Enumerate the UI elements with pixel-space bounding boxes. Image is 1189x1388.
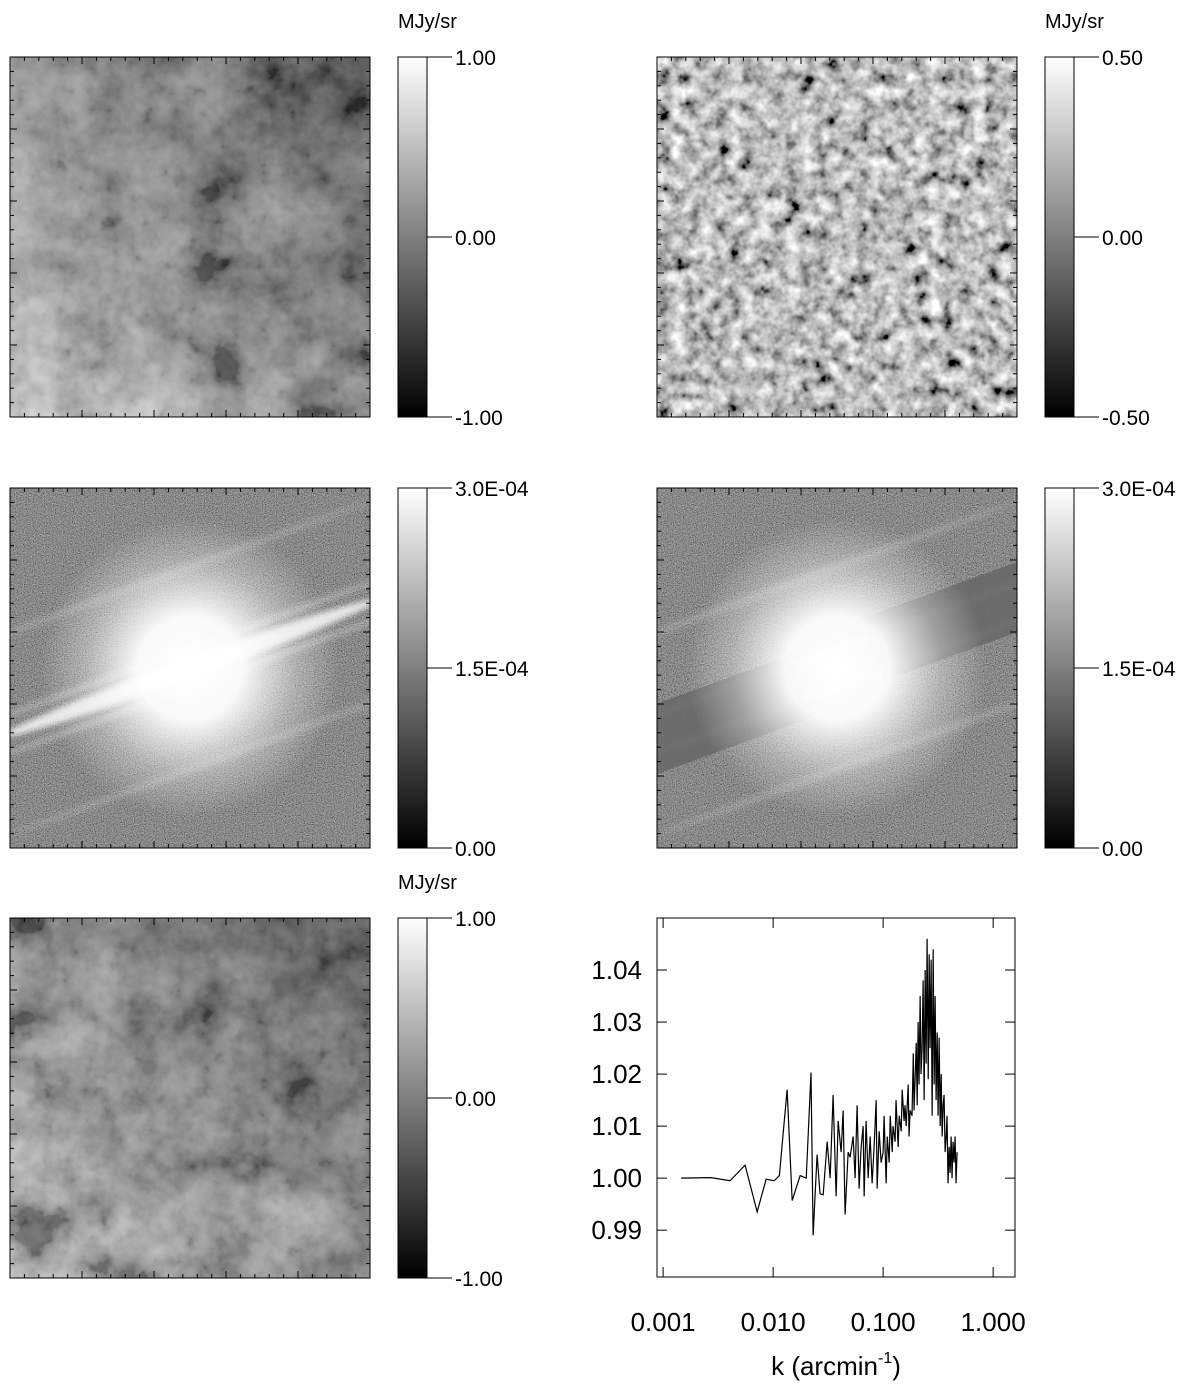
x-tick-label: 0.001 (631, 1307, 696, 1337)
image (657, 488, 1017, 848)
colorbar-tick-label: 0.00 (1102, 227, 1143, 250)
image-frame (656, 56, 1018, 418)
colorbar-label: MJy/sr (398, 11, 457, 33)
y-tick-label: 0.99 (591, 1215, 642, 1245)
data-line (681, 938, 958, 1236)
x-tick-label: 1.000 (961, 1307, 1026, 1337)
colorbar-tick-label: 0.00 (455, 1088, 496, 1111)
colorbar-tick-label: 0.00 (1102, 838, 1143, 861)
x-axis-label-part: k (arcmin (771, 1351, 878, 1381)
image (657, 57, 1017, 417)
image-frame (9, 917, 371, 1279)
colorbar-tick-label: 1.00 (455, 908, 496, 931)
y-tick-label: 1.03 (591, 1007, 642, 1037)
colorbar-tick-label: 3.0E-04 (455, 478, 529, 501)
image-frame (9, 56, 371, 418)
image-frame (656, 487, 1018, 849)
colorbar-tick-label: -1.00 (455, 1268, 503, 1291)
x-tick-label: 0.100 (851, 1307, 916, 1337)
y-tick-label: 1.04 (591, 955, 642, 985)
colorbar-label: MJy/sr (398, 872, 457, 894)
colorbar-tick-label: -0.50 (1102, 407, 1150, 430)
colorbar (1044, 487, 1075, 849)
sky-texture (10, 918, 370, 1278)
x-axis-label-part: ) (892, 1351, 901, 1381)
colorbar (397, 487, 428, 849)
y-tick-label: 1.01 (591, 1111, 642, 1141)
image (10, 57, 370, 417)
residual-texture (657, 57, 1017, 417)
colorbar (397, 917, 428, 1279)
x-axis-label: k (arcmin-1) (771, 1350, 901, 1381)
colorbar-tick-label: -1.00 (455, 407, 503, 430)
colorbar-tick-label: 0.00 (455, 227, 496, 250)
sky-texture (10, 57, 370, 417)
plot-frame (656, 917, 1016, 1278)
colorbar-tick-label: 0.00 (455, 838, 496, 861)
image-frame (9, 487, 371, 849)
colorbar-tick-label: 0.50 (1102, 47, 1143, 70)
colorbar (1044, 56, 1075, 418)
colorbar-tick-label: 1.5E-04 (1102, 658, 1176, 681)
y-tick-label: 1.02 (591, 1059, 642, 1089)
y-tick-label: 1.00 (591, 1163, 642, 1193)
x-axis-label-part: -1 (878, 1350, 892, 1367)
colorbar (397, 56, 428, 418)
image (10, 918, 370, 1278)
core (40, 518, 340, 818)
colorbar-tick-label: 1.5E-04 (455, 658, 529, 681)
colorbar-tick-label: 3.0E-04 (1102, 478, 1176, 501)
colorbar-label: MJy/sr (1045, 11, 1104, 33)
image (10, 488, 370, 848)
colorbar-tick-label: 1.00 (455, 47, 496, 70)
x-tick-label: 0.010 (741, 1307, 806, 1337)
core (687, 518, 987, 818)
